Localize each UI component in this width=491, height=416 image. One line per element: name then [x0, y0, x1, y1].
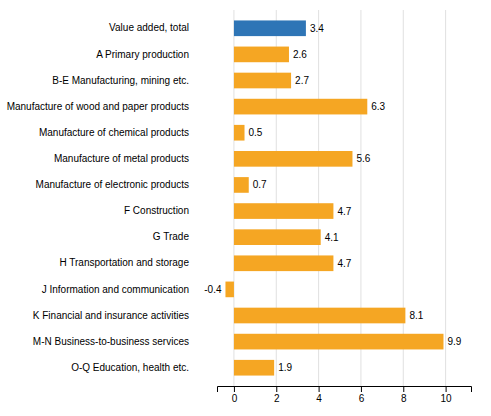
y-axis: Value added, total A Primary production B-… — [7, 22, 190, 372]
y-tick-label: Manufacture of electronic products — [36, 179, 189, 190]
x-tick: 8 — [401, 386, 407, 404]
bar — [234, 308, 405, 324]
y-tick: F Construction — [124, 205, 189, 216]
data-label: 1.9 — [278, 362, 292, 373]
x-tick-mark — [276, 386, 277, 392]
y-tick: G Trade — [153, 231, 190, 242]
y-tick: K Financial and insurance activities — [33, 310, 189, 321]
data-label: -0.4 — [204, 284, 222, 295]
y-tick: B-E Manufacturing, mining etc. — [52, 75, 189, 86]
data-label: 0.5 — [249, 127, 263, 138]
y-tick-label: Value added, total — [109, 22, 189, 33]
y-tick: O-Q Education, health etc. — [71, 362, 189, 373]
plot: 0 2 4 6 8 10 Value added, total A Primary produ… — [7, 10, 472, 404]
bar — [234, 151, 353, 167]
grid-line — [233, 10, 234, 386]
y-tick: Manufacture of metal products — [54, 153, 189, 164]
data-label: 0.7 — [253, 179, 267, 190]
x-axis-line — [218, 387, 472, 393]
grid-line — [318, 10, 319, 386]
data-label: 5.6 — [356, 153, 370, 164]
x-tick: 4 — [316, 386, 322, 404]
grid — [234, 10, 446, 386]
y-tick: H Transportation and storage — [59, 257, 189, 268]
y-tick-label: G Trade — [153, 231, 190, 242]
x-tick-label: 0 — [232, 393, 238, 404]
y-tick: Manufacture of chemical products — [39, 127, 189, 138]
x-tick-mark — [403, 386, 404, 392]
y-tick-label: Manufacture of wood and paper products — [7, 101, 189, 112]
bar — [234, 177, 249, 193]
data-label: 4.1 — [325, 232, 339, 243]
data-label: 4.7 — [337, 258, 351, 269]
bars — [225, 20, 443, 375]
data-label: 2.7 — [295, 75, 309, 86]
x-tick: 10 — [441, 386, 453, 404]
y-tick: Value added, total — [109, 22, 189, 33]
y-tick-label: J Information and communication — [42, 284, 189, 295]
y-tick-label: B-E Manufacturing, mining etc. — [52, 75, 189, 86]
x-axis: 0 2 4 6 8 10 — [218, 386, 472, 404]
bar — [234, 47, 289, 63]
x-tick: 2 — [274, 386, 280, 404]
bar — [234, 99, 367, 115]
bar — [234, 73, 291, 89]
y-tick-label: F Construction — [124, 205, 189, 216]
y-tick-label: O-Q Education, health etc. — [71, 362, 189, 373]
y-tick: A Primary production — [96, 49, 189, 60]
y-tick-label: Manufacture of chemical products — [39, 127, 189, 138]
bar — [234, 255, 333, 271]
y-tick-label: Manufacture of metal products — [54, 153, 189, 164]
x-tick-mark — [319, 386, 320, 392]
x-tick-label: 8 — [401, 393, 407, 404]
x-tick-label: 4 — [316, 393, 322, 404]
bar — [234, 229, 321, 245]
y-tick-label: H Transportation and storage — [59, 257, 189, 268]
bar — [234, 360, 274, 376]
data-label: 4.7 — [337, 206, 351, 217]
y-tick: M-N Business-to-business services — [33, 336, 189, 347]
grid-line — [360, 10, 361, 386]
x-tick-label: 2 — [274, 393, 280, 404]
y-tick: J Information and communication — [42, 284, 189, 295]
x-tick: 6 — [359, 386, 365, 404]
bar — [234, 125, 245, 141]
data-labels: 3.4 2.6 2.7 6.3 0.5 5.6 0.7 4.7 4.1 4.7 -0.4 8.1 9.9… — [204, 23, 462, 373]
chart: 0 2 4 6 8 10 Value added, total A Primary produ… — [0, 0, 491, 416]
data-label: 2.6 — [293, 49, 307, 60]
y-tick: Manufacture of electronic products — [36, 179, 189, 190]
x-tick-label: 10 — [441, 393, 453, 404]
grid-line — [403, 10, 404, 386]
bar — [234, 334, 444, 350]
data-label: 3.4 — [310, 23, 324, 34]
bar — [225, 282, 233, 298]
bar — [234, 203, 333, 219]
y-tick-label: A Primary production — [96, 49, 189, 60]
x-tick-mark — [361, 386, 362, 392]
data-label: 6.3 — [371, 101, 385, 112]
grid-line — [445, 10, 446, 386]
grid-line — [276, 10, 277, 386]
bar — [234, 20, 306, 36]
y-tick: Manufacture of wood and paper products — [7, 101, 189, 112]
y-tick-label: K Financial and insurance activities — [33, 310, 189, 321]
data-label: 9.9 — [447, 336, 461, 347]
y-tick-label: M-N Business-to-business services — [33, 336, 189, 347]
x-tick-mark — [234, 386, 235, 392]
x-tick: 0 — [232, 386, 238, 404]
x-tick-label: 6 — [359, 393, 365, 404]
x-tick-mark — [446, 386, 447, 392]
data-label: 8.1 — [409, 310, 423, 321]
